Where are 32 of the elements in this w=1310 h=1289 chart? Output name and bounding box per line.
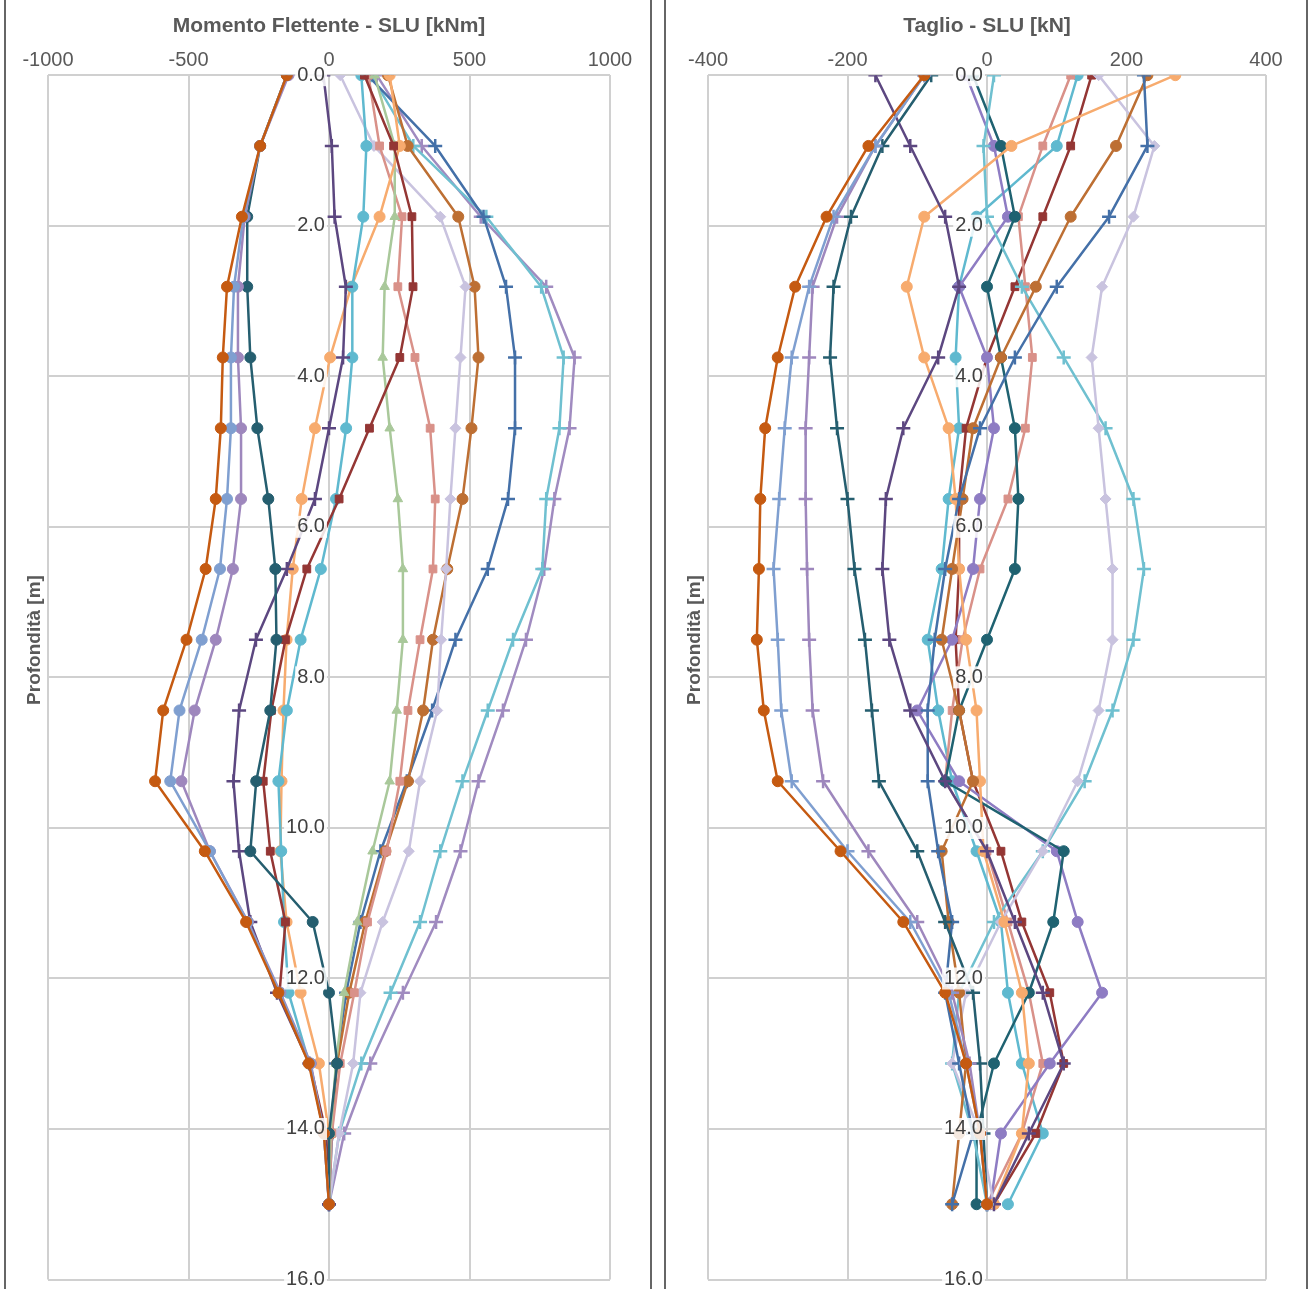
chart-title: Taglio - SLU [kN] bbox=[903, 13, 1071, 37]
x-tick-label: 0 bbox=[981, 47, 993, 70]
x-tick-label: -200 bbox=[827, 47, 868, 70]
x-tick-label: 200 bbox=[1109, 47, 1144, 70]
y-tick-label: 14.0 bbox=[944, 1116, 983, 1139]
x-tick-label: -1000 bbox=[22, 47, 74, 70]
y-tick-label: 6.0 bbox=[297, 514, 325, 537]
y-tick-label: 14.0 bbox=[286, 1116, 325, 1139]
x-tick-label: 1000 bbox=[587, 47, 633, 70]
y-tick-label: 0.0 bbox=[297, 62, 325, 85]
x-tick-label: 400 bbox=[1249, 47, 1283, 70]
y-tick-label: 4.0 bbox=[955, 363, 983, 386]
y-tick-label: 12.0 bbox=[944, 965, 983, 988]
y-tick-label: 2.0 bbox=[297, 213, 325, 236]
y-tick-label: 2.0 bbox=[955, 213, 983, 236]
y-tick-label: 0.0 bbox=[955, 62, 983, 85]
y-axis-title: Profondità [m] bbox=[683, 575, 705, 705]
y-tick-label: 6.0 bbox=[955, 514, 983, 537]
y-tick-label: 4.0 bbox=[297, 363, 325, 386]
y-tick-label: 8.0 bbox=[297, 664, 325, 687]
x-tick-label: -400 bbox=[687, 47, 729, 70]
y-tick-label: 10.0 bbox=[286, 815, 325, 838]
x-tick-label: 0 bbox=[323, 47, 335, 70]
x-tick-label: -500 bbox=[168, 47, 209, 70]
y-tick-label: 8.0 bbox=[955, 664, 983, 687]
y-tick-label: 16.0 bbox=[944, 1267, 983, 1289]
y-axis-title: Profondità [m] bbox=[23, 575, 45, 705]
chart-title: Momento Flettente - SLU [kNm] bbox=[172, 13, 486, 37]
y-tick-label: 12.0 bbox=[286, 965, 325, 988]
y-tick-label: 10.0 bbox=[944, 815, 983, 838]
y-tick-label: 16.0 bbox=[286, 1267, 325, 1289]
x-tick-label: 500 bbox=[452, 47, 487, 70]
